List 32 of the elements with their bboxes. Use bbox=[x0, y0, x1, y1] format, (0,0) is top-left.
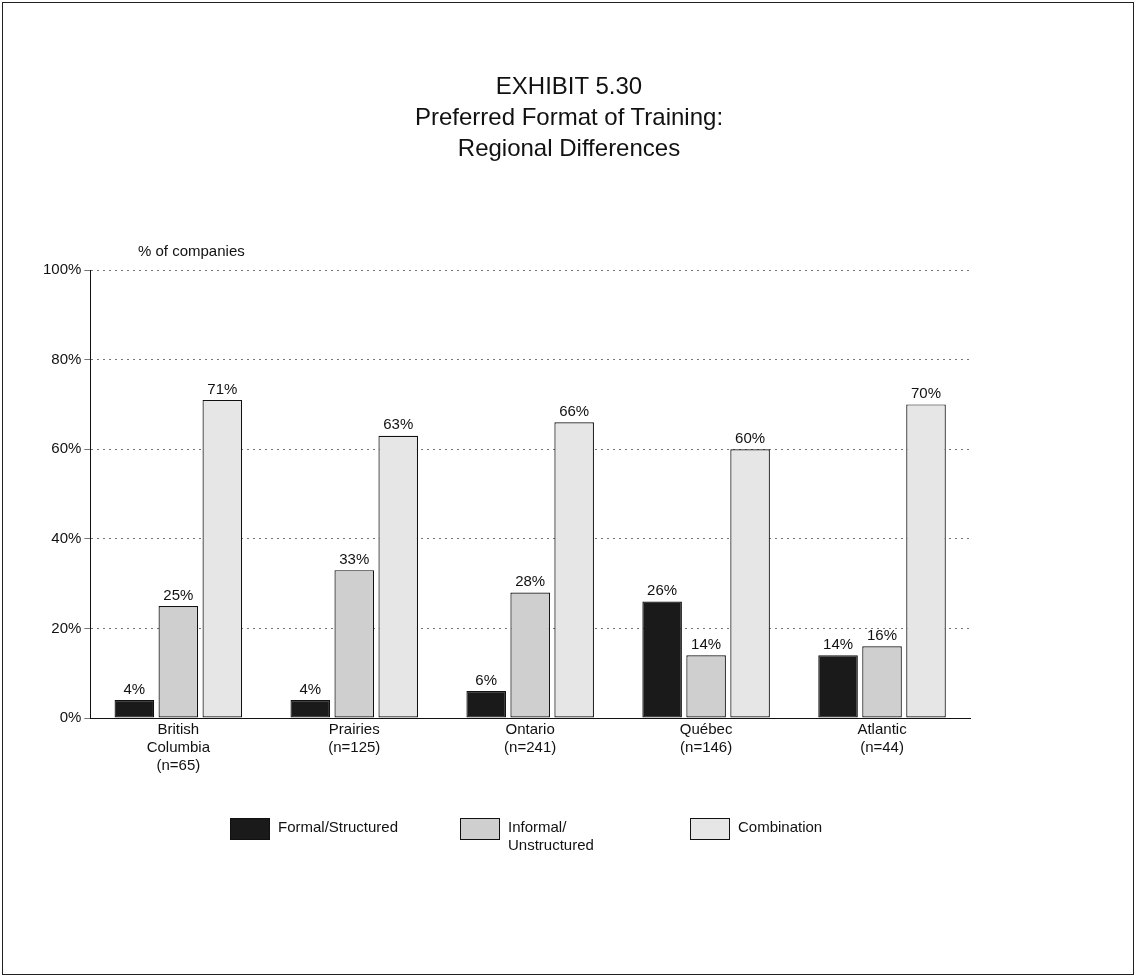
data-label: 14% bbox=[691, 634, 722, 652]
data-label: 63% bbox=[383, 415, 414, 433]
data-label: 25% bbox=[163, 585, 194, 603]
data-label: 26% bbox=[647, 581, 678, 599]
x-tick-label: Atlantic (n=44) bbox=[857, 720, 908, 756]
data-label: 16% bbox=[867, 625, 898, 643]
legend-label: Formal/Structured bbox=[278, 818, 399, 836]
x-tick-label: Québec (n=146) bbox=[679, 720, 733, 756]
data-label: 71% bbox=[207, 379, 238, 397]
x-tick-label: Ontario (n=241) bbox=[504, 720, 557, 756]
data-label: 14% bbox=[823, 634, 854, 652]
legend-label: Informal/ Unstructured bbox=[508, 818, 594, 854]
data-label: 33% bbox=[339, 549, 370, 567]
y-tick-label: 60% bbox=[51, 439, 82, 457]
data-label: 70% bbox=[911, 384, 942, 402]
y-tick-label: 40% bbox=[51, 528, 82, 546]
y-tick-label: 0% bbox=[59, 708, 82, 726]
chart-subtitle: Preferred Format of Training: Regional Differences bbox=[413, 102, 725, 163]
data-label: 4% bbox=[299, 679, 322, 697]
data-label: 60% bbox=[735, 428, 766, 446]
x-tick-label: British Columbia (n=65) bbox=[146, 720, 211, 774]
data-label: 28% bbox=[515, 572, 546, 590]
y-tick-label: 20% bbox=[51, 618, 82, 636]
y-tick-label: 100% bbox=[42, 260, 82, 278]
data-label: 4% bbox=[123, 679, 146, 697]
data-label: 66% bbox=[559, 401, 590, 419]
legend-label: Combination bbox=[738, 818, 823, 836]
y-tick-label: 80% bbox=[51, 349, 82, 367]
chart-title: EXHIBIT 5.30 bbox=[494, 71, 644, 101]
data-label: 6% bbox=[475, 670, 498, 688]
x-tick-label: Prairies (n=125) bbox=[328, 720, 381, 756]
y-axis-title: % of companies bbox=[138, 242, 245, 259]
